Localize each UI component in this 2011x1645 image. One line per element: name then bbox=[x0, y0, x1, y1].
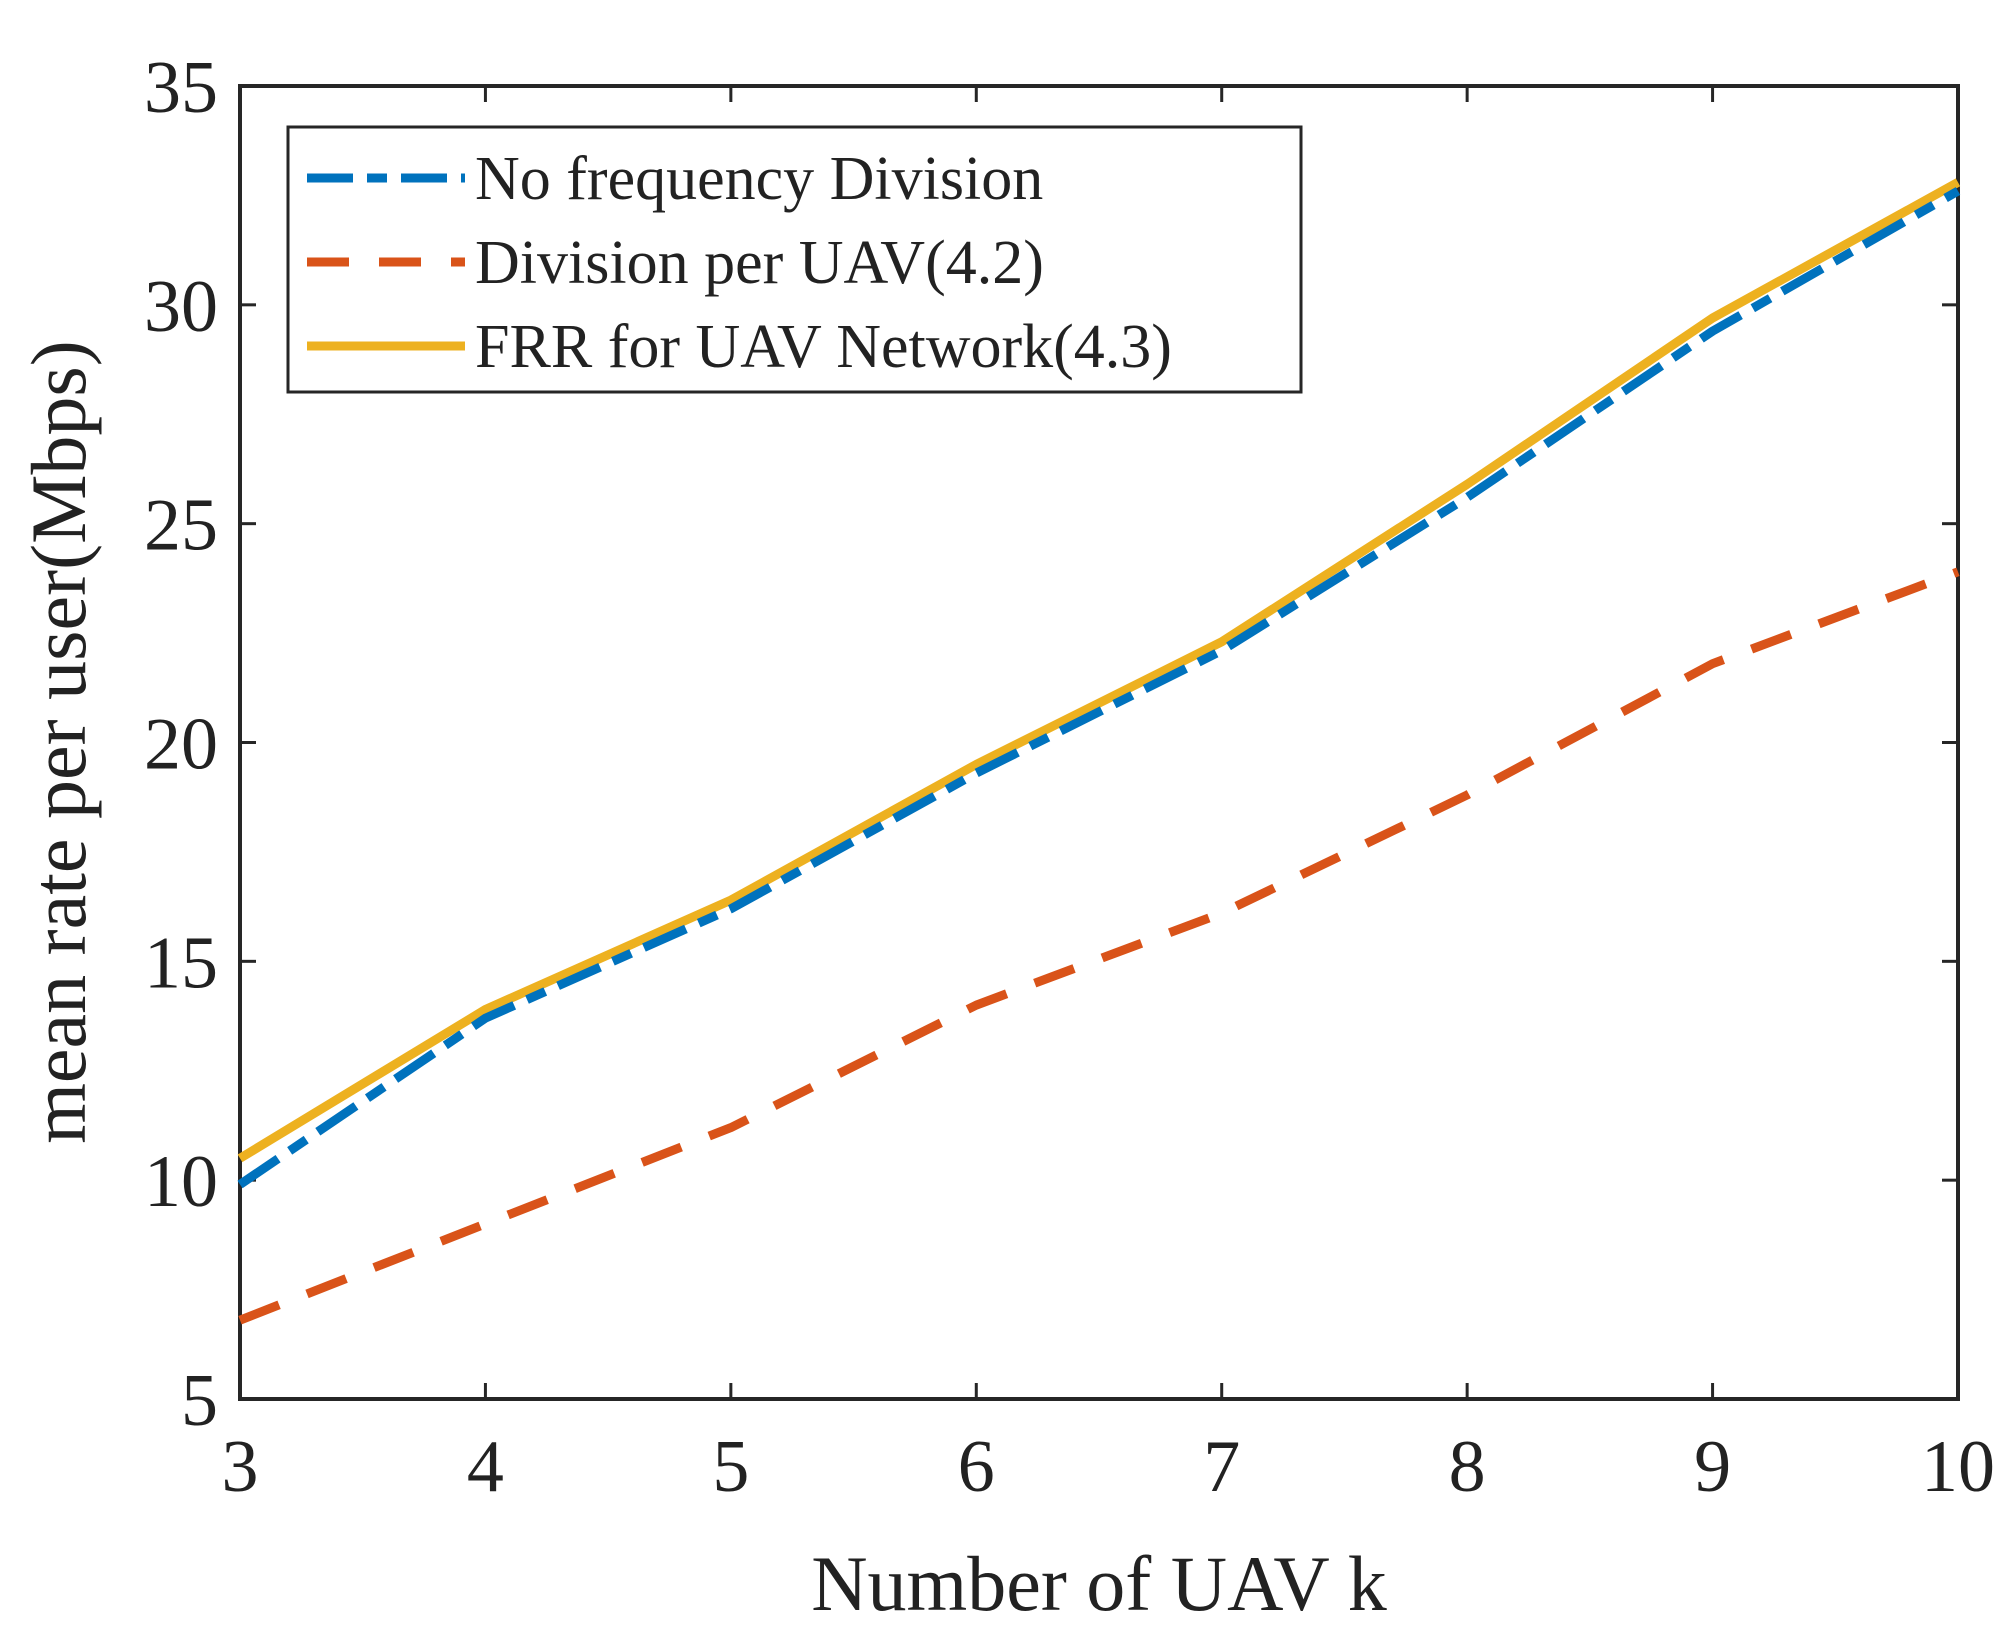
legend: No frequency Division Division per UAV(4… bbox=[286, 125, 1303, 394]
y-tick-label-35: 35 bbox=[144, 47, 218, 129]
legend-label-frr-for-uav-network: FRR for UAV Network(4.3) bbox=[475, 313, 1172, 381]
x-tick-label-4: 4 bbox=[467, 1426, 504, 1508]
y-tick-label-20: 20 bbox=[144, 704, 218, 786]
x-axis-title: Number of UAV k bbox=[811, 1540, 1387, 1627]
series-line-no-frequency-division bbox=[237, 187, 1961, 1189]
y-tick-label-30: 30 bbox=[144, 266, 218, 348]
y-tick-label-5: 5 bbox=[181, 1360, 218, 1442]
series-line-frr-for-uav-network-4-3 bbox=[237, 178, 1961, 1163]
x-tick-label-7: 7 bbox=[1203, 1426, 1240, 1508]
y-axis-title: mean rate per user(Mbps) bbox=[15, 340, 102, 1144]
y-tick-label-15: 15 bbox=[144, 922, 218, 1004]
tick-labels: 3 4 5 6 7 8 9 10 5 10 15 20 25 30 35 bbox=[144, 47, 1995, 1508]
series-line-division-per-uav-4-2 bbox=[238, 567, 1960, 1325]
x-tick-label-9: 9 bbox=[1694, 1426, 1731, 1508]
x-tick-label-10: 10 bbox=[1921, 1426, 1995, 1508]
x-tick-label-3: 3 bbox=[222, 1426, 259, 1508]
x-tick-label-8: 8 bbox=[1449, 1426, 1486, 1508]
y-tick-label-25: 25 bbox=[144, 485, 218, 567]
legend-label-division-per-uav: Division per UAV(4.2) bbox=[475, 229, 1044, 297]
legend-label-no-frequency-division: No frequency Division bbox=[475, 145, 1043, 213]
x-tick-label-5: 5 bbox=[712, 1426, 749, 1508]
x-tick-label-6: 6 bbox=[958, 1426, 995, 1508]
series-layer bbox=[237, 178, 1961, 1325]
y-tick-label-10: 10 bbox=[144, 1141, 218, 1223]
